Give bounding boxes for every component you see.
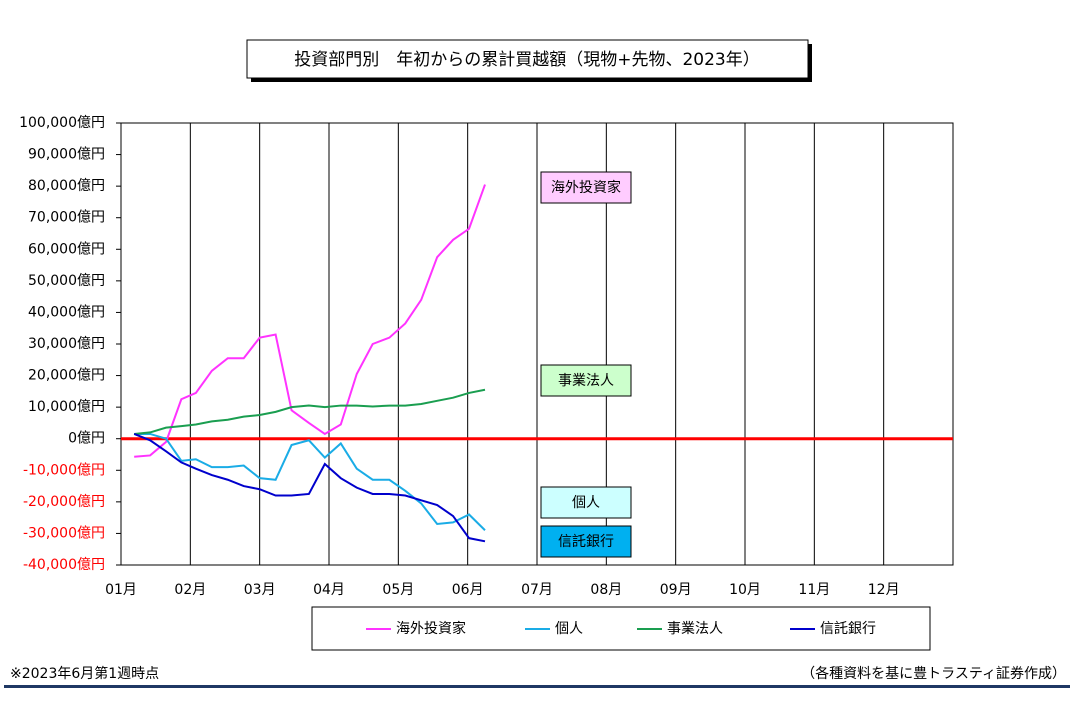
title-box [246, 39, 809, 79]
annotation: 海外投資家 [551, 179, 621, 196]
y-tick-label: 60,000億円 [28, 241, 105, 257]
series-line [133, 433, 486, 543]
y-tick-label: 90,000億円 [28, 147, 105, 163]
series-line [134, 432, 486, 531]
x-tick-label: 08月 [590, 582, 622, 598]
legend-label: 信託銀行 [820, 621, 876, 637]
x-tick-label: 05月 [382, 582, 414, 598]
x-tick-label: 01月 [105, 582, 137, 598]
y-tick-label: 80,000億円 [28, 178, 105, 194]
y-tick-label: -10,000億円 [23, 462, 105, 478]
x-tick-label: 09月 [660, 582, 692, 598]
x-tick-label: 06月 [452, 582, 484, 598]
y-tick-label: -20,000億円 [23, 494, 105, 510]
annotation: 個人 [572, 495, 600, 511]
legend-label: 個人 [555, 621, 583, 637]
y-tick-label: 40,000億円 [28, 304, 105, 320]
x-tick-label: 07月 [521, 582, 553, 598]
x-tick-label: 03月 [244, 582, 276, 598]
x-tick-label: 12月 [868, 582, 900, 598]
series-line [134, 184, 486, 458]
footnote: ※2023年6月第1週時点 [10, 665, 159, 682]
annotation-box [540, 525, 632, 558]
y-tick-label: -30,000億円 [23, 525, 105, 541]
annotation: 信託銀行 [558, 534, 614, 550]
annotation: 事業法人 [558, 373, 614, 389]
x-tick-label: 11月 [798, 582, 830, 598]
chart-title: 投資部門別 年初からの累計買越額（現物+先物、2023年） [294, 50, 760, 70]
y-tick-label: 20,000億円 [28, 368, 105, 384]
y-tick-label: 100,000億円 [19, 115, 105, 131]
y-tick-label: 70,000億円 [28, 210, 105, 226]
x-tick-label: 04月 [313, 582, 345, 598]
x-tick-label: 10月 [729, 582, 761, 598]
y-tick-label: 0億円 [68, 431, 105, 447]
bottom-rule [4, 685, 1070, 688]
y-tick-label: 10,000億円 [28, 399, 105, 415]
legend-label: 海外投資家 [396, 620, 466, 637]
legend-label: 事業法人 [667, 621, 723, 637]
y-tick-label: 50,000億円 [28, 273, 105, 289]
y-tick-label: -40,000億円 [23, 557, 105, 573]
legend-box [311, 606, 931, 651]
annotation-box [540, 364, 632, 397]
y-tick-label: 30,000億円 [28, 336, 105, 352]
annotation-box [540, 171, 632, 204]
x-tick-label: 02月 [174, 582, 206, 598]
series-line [134, 388, 486, 435]
annotation-box [540, 486, 632, 519]
source: （各種資料を基に豊トラスティ証券作成） [801, 665, 1066, 682]
